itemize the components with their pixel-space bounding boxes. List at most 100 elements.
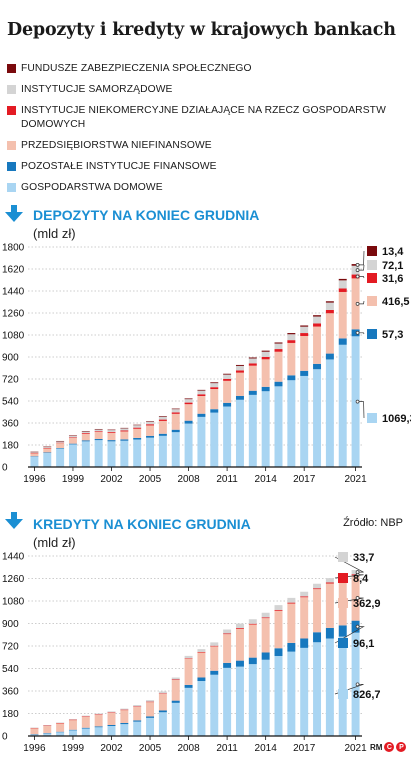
bar-segment xyxy=(94,714,103,727)
x-tick-label: 1999 xyxy=(62,474,85,485)
bar-segment xyxy=(274,610,283,649)
bar-segment xyxy=(313,588,322,590)
y-tick-label: 1620 xyxy=(2,265,25,276)
bar-segment xyxy=(287,651,296,736)
bar-segment xyxy=(81,431,90,434)
bar-segment xyxy=(133,428,142,438)
bar-segment xyxy=(43,733,52,736)
bar-segment xyxy=(248,664,257,736)
bar-segment xyxy=(300,596,309,598)
bar-segment xyxy=(313,369,322,467)
bar-segment xyxy=(30,456,39,457)
leader-line xyxy=(357,264,365,271)
y-tick-label: 1440 xyxy=(2,287,25,298)
bar-segment xyxy=(81,433,90,434)
legend-label: GOSPODARSTWA DOMOWE xyxy=(21,182,163,193)
bar-segment xyxy=(120,427,129,429)
bar-segment xyxy=(30,451,39,453)
value-label-swatch xyxy=(367,296,377,306)
legend-label: FUNDUSZE ZABEZPIECZENIA SPOŁECZNEGO xyxy=(21,63,252,74)
x-tick-label: 1996 xyxy=(23,743,46,754)
bar-segment xyxy=(313,632,322,643)
bar-segment xyxy=(171,679,180,680)
bar-segment xyxy=(30,734,39,735)
bar-segment xyxy=(325,638,334,736)
bar-segment xyxy=(338,338,347,345)
bar-segment xyxy=(313,363,322,370)
bar-segment xyxy=(107,441,116,467)
bar-segment xyxy=(94,439,103,441)
bar-segment xyxy=(94,726,103,728)
bar-segment xyxy=(158,416,167,417)
bar-segment xyxy=(197,649,206,652)
bar-segment xyxy=(171,680,180,701)
y-tick-label: 540 xyxy=(2,664,19,675)
bar-segment xyxy=(68,730,77,736)
bar-segment xyxy=(146,717,155,736)
bar-segment xyxy=(120,724,129,736)
x-tick-label: 2002 xyxy=(100,743,123,754)
legend: FUNDUSZE ZABEZPIECZENIA SPOŁECZNEGO INST… xyxy=(7,62,407,202)
bar-segment xyxy=(43,452,52,453)
bar-segment xyxy=(197,413,206,417)
bar-segment xyxy=(56,732,65,736)
bar-segment xyxy=(120,430,129,432)
bar-segment xyxy=(184,420,193,424)
bar-segment xyxy=(133,424,142,426)
value-label-swatch xyxy=(338,638,348,648)
bar-segment xyxy=(184,423,193,467)
legend-item: INSTYTUCJE NIEKOMERCYJNE DZIAŁAJĄCE NA R… xyxy=(7,104,407,132)
bar-segment xyxy=(223,402,232,407)
bar-segment xyxy=(248,363,257,366)
bar-segment xyxy=(184,655,193,659)
bar-segment xyxy=(107,712,116,725)
bar-segment xyxy=(133,706,142,707)
bar-segment xyxy=(184,658,193,659)
bar-segment xyxy=(43,725,52,726)
bar-segment xyxy=(30,728,39,735)
bar-segment xyxy=(210,646,219,671)
leader-line xyxy=(357,300,365,305)
bar-segment xyxy=(313,642,322,736)
bar-segment xyxy=(274,386,283,467)
bar-segment xyxy=(223,374,232,379)
bar-segment xyxy=(43,725,52,726)
arrow-down-icon xyxy=(5,512,23,529)
bar-segment xyxy=(261,386,270,392)
y-tick-label: 720 xyxy=(2,642,19,653)
bar-segment xyxy=(210,412,219,467)
bar-segment xyxy=(107,440,116,442)
y-tick-label: 900 xyxy=(2,619,19,630)
bar-segment xyxy=(120,431,129,440)
legend-label: POZOSTAŁE INSTYTUCJE FINANSOWE xyxy=(21,161,217,172)
bar-segment xyxy=(261,351,270,357)
bar-segment xyxy=(248,390,257,395)
bar-segment xyxy=(287,340,296,343)
source-note: Źródło: NBP xyxy=(343,517,403,529)
bar-segment xyxy=(133,425,142,428)
page-title: Depozyty i kredyty w krajowych bankach xyxy=(7,20,396,40)
bar-segment xyxy=(300,591,309,597)
bar-segment xyxy=(146,701,155,703)
bar-segment xyxy=(158,419,167,421)
bar-segment xyxy=(210,670,219,675)
bar-segment xyxy=(56,443,65,449)
bar-segment xyxy=(325,353,334,360)
bar-segment xyxy=(30,453,39,457)
bar-segment xyxy=(223,629,232,634)
bar-segment xyxy=(274,343,283,350)
bar-segment xyxy=(210,409,219,413)
bar-segment xyxy=(313,326,322,364)
bar-segment xyxy=(235,372,244,396)
leader-dot xyxy=(355,274,360,279)
bar-segment xyxy=(287,380,296,467)
value-label: 1069,3 xyxy=(382,413,411,425)
bar-segment xyxy=(235,364,244,366)
bar-segment xyxy=(197,652,206,678)
bar-segment xyxy=(146,700,155,702)
bar-segment xyxy=(43,733,52,734)
bar-segment xyxy=(197,416,206,467)
bar-segment xyxy=(313,323,322,327)
x-tick-label: 2014 xyxy=(255,743,278,754)
bar-segment xyxy=(133,721,142,736)
